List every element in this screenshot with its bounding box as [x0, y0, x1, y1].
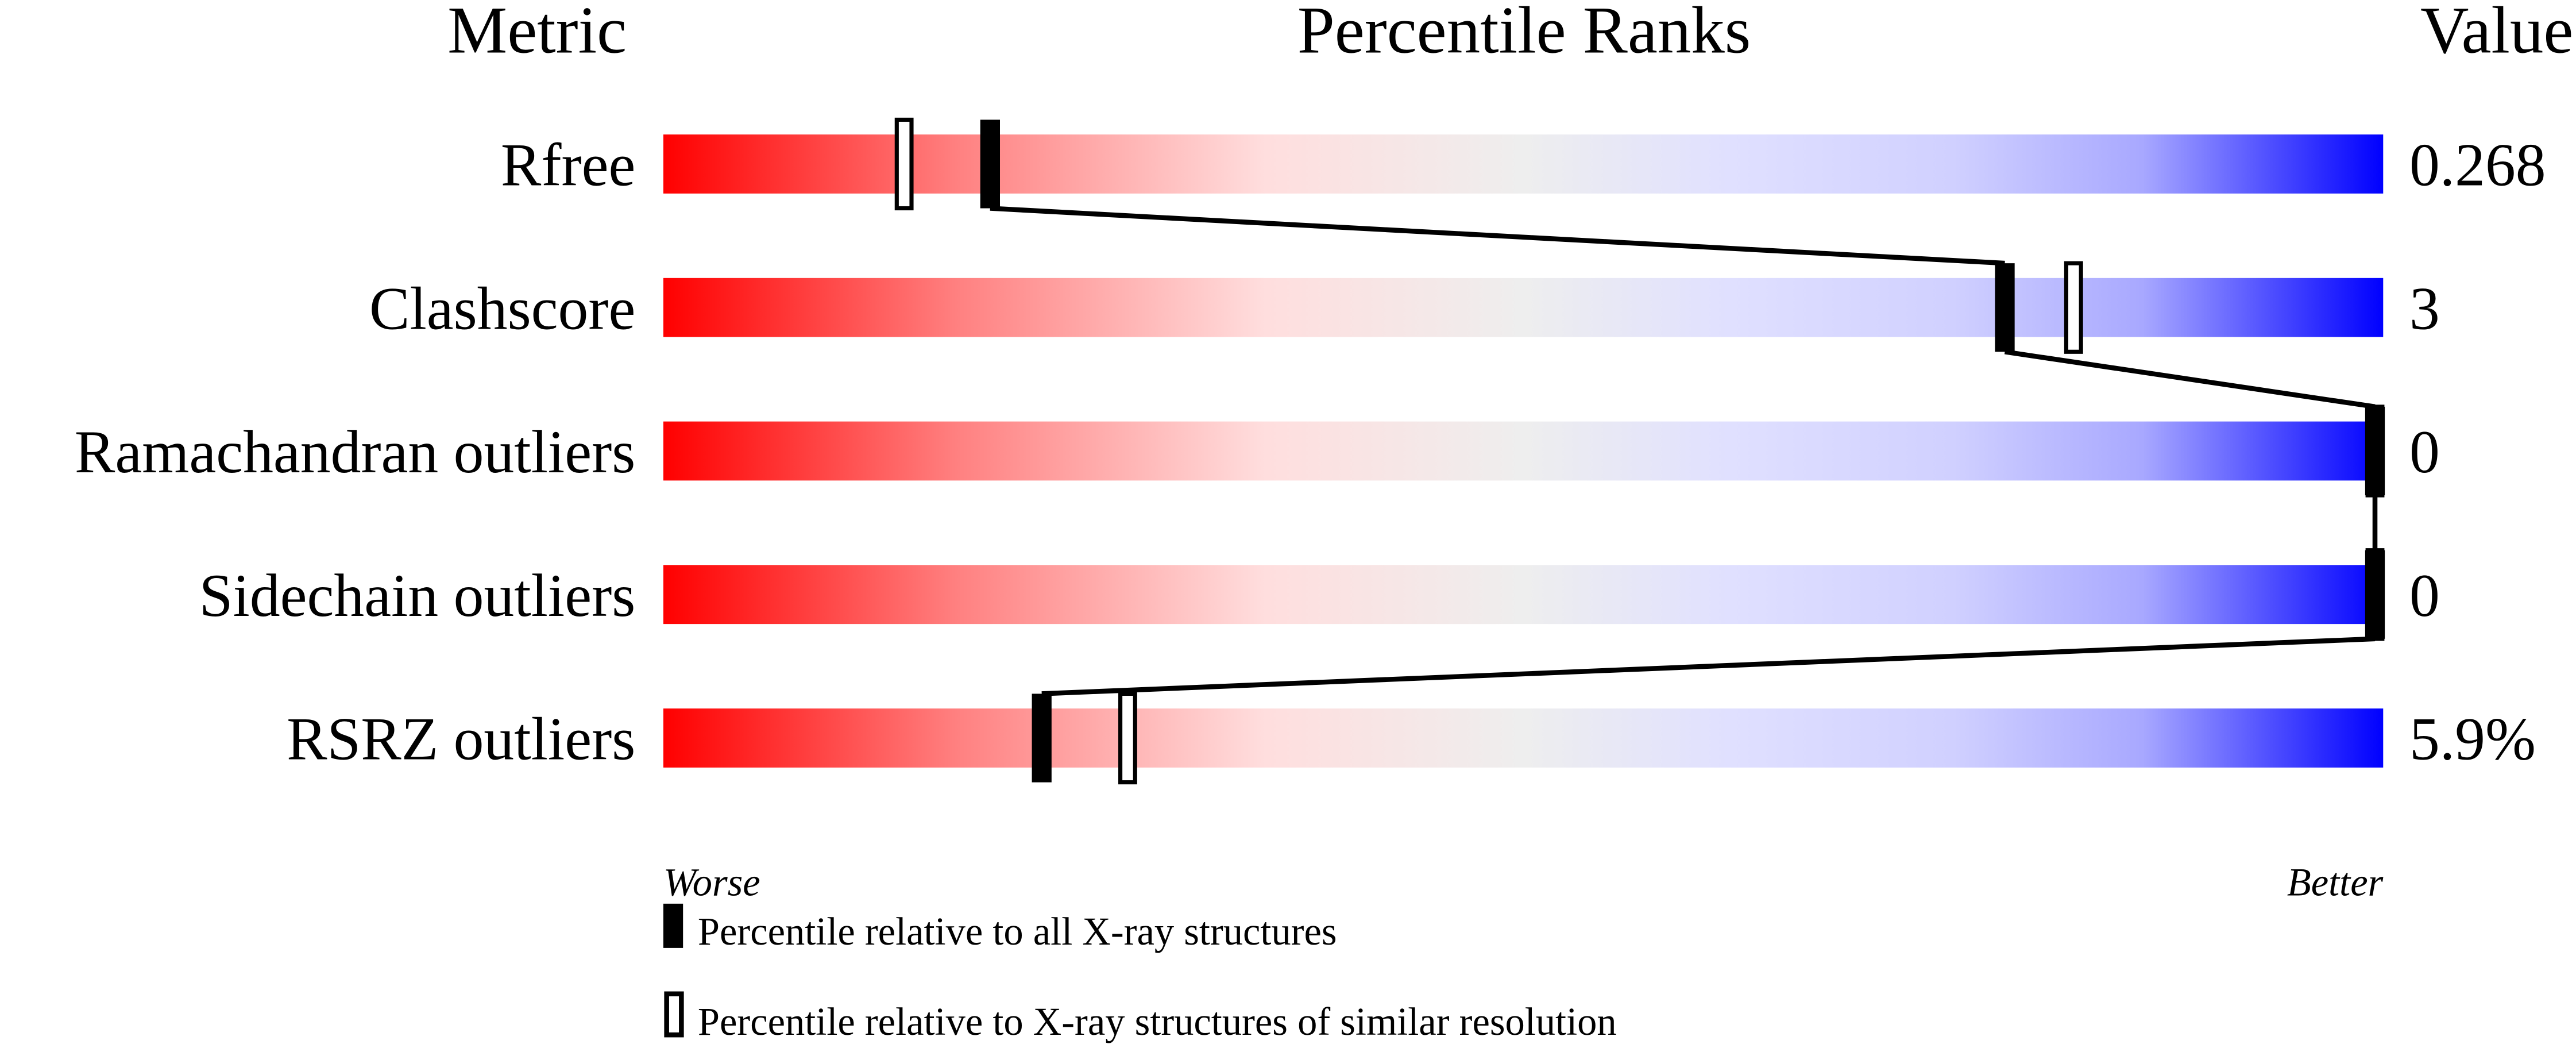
metric-label: Sidechain outliers [199, 562, 636, 629]
metric-row: Clashscore 3 [369, 275, 2440, 342]
marker-similar-resolution [2064, 261, 2083, 354]
percentile-bar [663, 134, 2384, 194]
connector-line [2004, 349, 2376, 410]
marker-all-structures [1032, 693, 1052, 783]
metric-value: 5.9% [2409, 706, 2536, 773]
marker-all-structures [2365, 550, 2385, 639]
metric-value: 3 [2409, 275, 2440, 342]
metric-value: 0 [2409, 418, 2440, 486]
metric-row: Ramachandran outliers 0 [75, 418, 2440, 486]
metric-label: Ramachandran outliers [75, 418, 636, 486]
percentile-bar [663, 708, 2384, 768]
header-metric: Metric [447, 0, 627, 67]
connector-line [990, 206, 2005, 266]
legend-marker-all [663, 903, 683, 948]
percentile-bar [663, 421, 2384, 481]
marker-all-structures [1995, 263, 2015, 352]
header-percentile-ranks: Percentile Ranks [1297, 0, 1751, 67]
axis-label-better: Better [2287, 861, 2384, 904]
percentile-bar [663, 278, 2384, 337]
metric-label: RSRZ outliers [287, 706, 635, 773]
connector-line [1041, 636, 2376, 696]
legend-marker-similar [664, 991, 684, 1038]
header-value: Value [2420, 0, 2573, 67]
marker-all-structures [2365, 406, 2385, 496]
metric-value: 0.268 [2409, 132, 2546, 199]
marker-similar-resolution [1118, 691, 1137, 785]
metric-row: RSRZ outliers 5.9% [287, 706, 2536, 773]
percentile-bar [663, 565, 2384, 625]
axis-label-worse: Worse [663, 861, 760, 904]
metric-label: Clashscore [369, 275, 635, 342]
legend-label-similar: Percentile relative to X-ray structures … [698, 1000, 1617, 1043]
marker-similar-resolution [894, 117, 914, 211]
legend-label-all: Percentile relative to all X-ray structu… [698, 910, 1337, 953]
metric-row: Sidechain outliers 0 [199, 562, 2440, 629]
marker-all-structures [980, 120, 1000, 209]
metric-value: 0 [2409, 562, 2440, 629]
metric-row: Rfree 0.268 [501, 132, 2546, 199]
metric-label: Rfree [501, 132, 636, 199]
